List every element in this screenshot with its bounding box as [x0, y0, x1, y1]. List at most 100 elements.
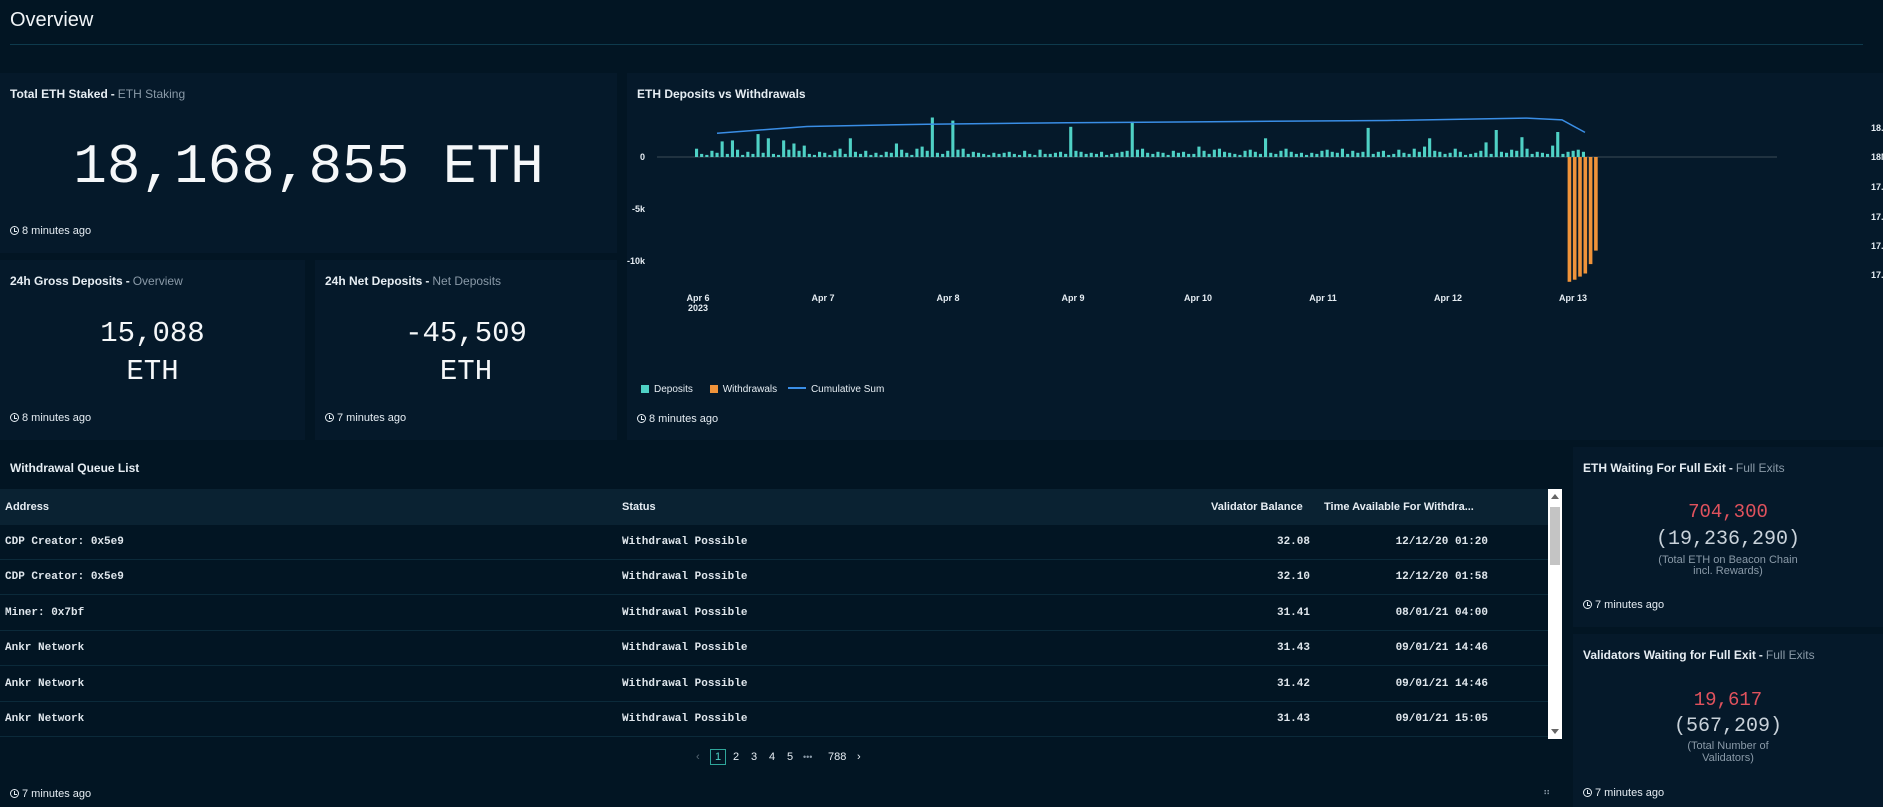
right-axis-tick: 17.8M [1871, 212, 1883, 222]
panel-title: ETH Waiting For Full Exit - Full Exits [1583, 461, 1785, 475]
col-address[interactable]: Address [5, 501, 50, 513]
deposit-bar [1581, 151, 1585, 157]
page-3[interactable]: 3 [751, 751, 758, 763]
panel-subtitle-link[interactable]: Overview [132, 274, 183, 288]
clock-icon [10, 413, 19, 422]
deposit-bar [1387, 154, 1391, 157]
deposit-bar [1361, 151, 1365, 157]
page-ellipsis[interactable]: ••• [803, 752, 813, 762]
table-row[interactable]: Miner: 0x7bf Withdrawal Possible 31.41 08/0… [0, 596, 1548, 631]
prev-page-icon[interactable]: ‹ [696, 751, 700, 763]
panel-subtitle-link[interactable]: Full Exits [1765, 648, 1815, 662]
deposits-withdrawals-chart[interactable]: 0 -5k -10k 18.1M 18M 17.9M 17.8M 17.7M 17.6M Apr … [627, 103, 1883, 403]
balance-cell: 31.43 [1276, 642, 1310, 655]
scroll-down-icon[interactable] [1551, 729, 1559, 734]
deposit-bar [1346, 153, 1350, 157]
panel-title: 24h Net Deposits - Net Deposits [325, 274, 502, 288]
validators-waiting-panel: Validators Waiting for Full Exit - Full Ex… [1573, 634, 1883, 807]
deposit-bar [741, 154, 745, 157]
eth-waiting-total: (19,236,290) [1655, 528, 1801, 551]
updated-text: 8 minutes ago [22, 225, 92, 237]
page-4[interactable]: 4 [769, 751, 776, 763]
page-5[interactable]: 5 [787, 751, 794, 763]
page-1[interactable]: 1 [710, 749, 727, 765]
chart-legend: Deposits Withdrawals Cumulative Sum [641, 384, 884, 395]
deposit-bar [828, 154, 832, 157]
deposit-bar [1397, 149, 1401, 157]
next-page-icon[interactable]: › [857, 751, 861, 763]
deposit-bar [1417, 151, 1421, 157]
withdrawal-bar [1588, 157, 1593, 265]
scroll-up-icon[interactable] [1551, 494, 1559, 499]
deposit-bar [1299, 152, 1303, 157]
deposit-bar [951, 120, 955, 157]
eth-waiting-panel: ETH Waiting For Full Exit - Full Exits 704… [1573, 447, 1883, 627]
table-row[interactable]: Ankr Network Withdrawal Possible 31.42 09/0… [0, 667, 1548, 702]
panel-subtitle-link[interactable]: ETH Staking [117, 87, 186, 101]
table-row[interactable]: Ankr Network Withdrawal Possible 31.43 09/0… [0, 631, 1548, 667]
left-axis-tick: -10k [627, 256, 646, 266]
deposit-bar [1207, 153, 1211, 157]
deposit-bar [1315, 153, 1319, 157]
deposit-bar [1330, 151, 1334, 157]
deposit-bar [1494, 130, 1498, 157]
page-2[interactable]: 2 [733, 751, 740, 763]
deposit-bar [1356, 152, 1360, 157]
scroll-thumb[interactable] [1550, 507, 1560, 565]
legend-cumulative[interactable]: Cumulative Sum [787, 384, 884, 395]
deposit-bar [1212, 149, 1216, 157]
panel-subtitle-link[interactable]: Net Deposits [432, 274, 502, 288]
deposit-bar [1443, 153, 1447, 157]
deposit-bar [1120, 151, 1124, 157]
deposit-bar [1464, 154, 1468, 157]
deposit-bar [1479, 150, 1483, 157]
deposit-bar [1202, 150, 1206, 157]
deposit-bar [777, 154, 781, 157]
deposit-bar [710, 150, 714, 157]
table-row[interactable]: Ankr Network Withdrawal Possible 31.43 09/0… [0, 702, 1548, 737]
deposit-bar [1028, 153, 1032, 157]
deposit-bar [930, 117, 934, 157]
deposit-bar [1033, 154, 1037, 157]
deposit-bar [869, 154, 873, 157]
legend-withdrawals[interactable]: Withdrawals [709, 384, 777, 395]
col-validator-balance[interactable]: Validator Balance [1211, 501, 1303, 513]
clock-icon [1583, 788, 1592, 797]
col-status[interactable]: Status [622, 501, 656, 513]
table-row[interactable]: CDP Creator: 0x5e9 Withdrawal Possible 32.… [0, 525, 1548, 560]
deposit-bar [1094, 153, 1098, 157]
eth-waiting-note2: incl. Rewards) [1693, 565, 1763, 577]
deposit-bar [736, 149, 740, 157]
table-row[interactable]: CDP Creator: 0x5e9 Withdrawal Possible 32.… [0, 560, 1548, 596]
panel-title-text: Validators Waiting for Full Exit [1583, 648, 1756, 662]
deposit-bar [1171, 150, 1175, 157]
deposit-bar [1535, 151, 1539, 157]
deposit-bar [1125, 150, 1129, 157]
legend-deposits[interactable]: Deposits [641, 384, 693, 395]
deposit-bar [1289, 151, 1293, 157]
deposit-bar [802, 145, 806, 157]
panel-subtitle-link[interactable]: Full Exits [1735, 461, 1785, 475]
table-scrollbar[interactable] [1548, 489, 1562, 739]
deposit-bar [1505, 152, 1509, 157]
deposit-bar [1176, 152, 1180, 157]
withdrawals-swatch-icon [709, 385, 718, 393]
updated-text: 8 minutes ago [649, 413, 719, 425]
balance-cell: 31.42 [1276, 677, 1310, 690]
panel-title-text: Total ETH Staked [10, 87, 108, 101]
deposit-bar [1023, 150, 1027, 157]
page-last[interactable]: 788 [828, 751, 847, 763]
time-cell: 09/01/21 15:05 [1395, 713, 1488, 725]
updated-text: 7 minutes ago [1595, 599, 1665, 611]
right-axis-tick: 17.9M [1871, 182, 1883, 192]
deposit-bar [1192, 153, 1196, 157]
col-time-available[interactable]: Time Available For Withdra... [1324, 501, 1474, 513]
x-axis-tick: Apr 11 [1309, 293, 1337, 303]
panel-title-text: 24h Net Deposits [325, 274, 423, 288]
deposit-bar [1141, 148, 1145, 157]
status-cell: Withdrawal Possible [622, 606, 748, 619]
resize-handle-icon[interactable]: ⠶ [1543, 787, 1551, 798]
left-axis-tick: 0 [640, 152, 645, 162]
validators-waiting-note2: Validators) [1702, 752, 1754, 764]
queue-updated-time: 7 minutes ago [10, 788, 91, 800]
